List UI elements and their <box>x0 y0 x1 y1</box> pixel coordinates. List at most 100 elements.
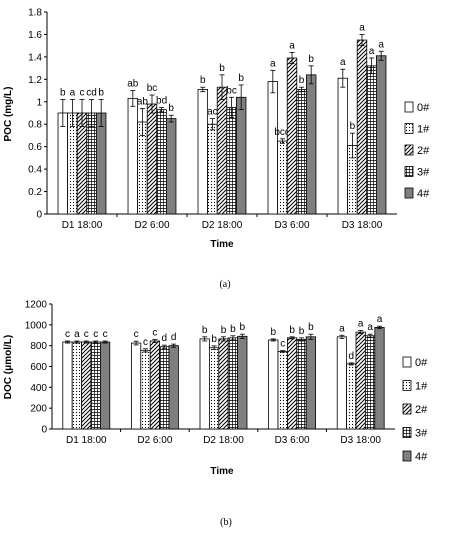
poc-legend-label: 4# <box>417 188 430 200</box>
doc-bar-2 <box>287 337 298 430</box>
doc-significance-label: b <box>308 322 314 333</box>
doc-bar-3 <box>227 337 238 430</box>
poc-legend-swatch <box>404 166 414 177</box>
poc-bar-0 <box>267 81 279 215</box>
doc-legend-label: 1# <box>415 381 428 393</box>
doc-error-bar <box>348 362 354 366</box>
doc-bar-2 <box>149 340 160 430</box>
poc-y-tick-label: 0.4 <box>28 165 42 176</box>
poc-error-bar <box>89 99 95 127</box>
poc-x-axis-label: Time <box>210 239 234 250</box>
doc-error-bar <box>211 345 217 351</box>
doc-bar-2 <box>81 341 92 430</box>
doc-bar-4 <box>374 327 385 430</box>
doc-legend-label: 0# <box>415 357 428 369</box>
doc-y-tick-label: 0 <box>41 425 47 436</box>
doc-bar-0 <box>268 339 279 430</box>
poc-error-bar <box>279 138 285 144</box>
doc-panel-caption: (b) <box>220 517 232 528</box>
poc-bar-0 <box>337 77 349 215</box>
doc-y-tick-label: 400 <box>30 383 47 394</box>
doc-y-tick-label: 200 <box>30 404 47 415</box>
doc-significance-label: b <box>271 327 277 338</box>
poc-error-bar <box>289 52 295 65</box>
doc-error-bar <box>376 325 382 330</box>
poc-error-bar <box>60 99 66 127</box>
poc-y-tick-label: 1.4 <box>28 52 42 63</box>
poc-legend: 0# 1# 2# 3# 4# <box>404 101 430 200</box>
poc-panel-caption: (a) <box>219 279 230 290</box>
doc-x-tick-label: D3 18:00 <box>340 435 381 446</box>
doc-significance-label: a <box>358 319 364 330</box>
poc-bar-2 <box>286 57 298 215</box>
poc-significance-label: ac <box>207 107 218 118</box>
doc-significance-label: b <box>240 322 246 333</box>
doc-significance-label: a <box>74 329 80 340</box>
poc-bar-3 <box>296 89 307 215</box>
poc-significance-label: ab <box>127 79 139 90</box>
doc-significance-label: c <box>143 337 148 348</box>
poc-legend-label: 2# <box>417 145 430 157</box>
doc-bar-4 <box>237 335 248 430</box>
doc-legend-item: 0# <box>402 356 428 369</box>
doc-significance-label: c <box>103 329 108 340</box>
poc-legend-label: 1# <box>417 124 430 136</box>
doc-significance-label: b <box>230 324 236 335</box>
doc-legend-label: 4# <box>415 451 428 463</box>
doc-error-bar <box>221 336 226 342</box>
doc-significance-label: a <box>377 314 383 325</box>
poc-bar-3 <box>226 106 237 215</box>
poc-legend-item: 2# <box>404 144 430 157</box>
poc-significance-label: a <box>369 46 375 57</box>
doc-error-bar <box>83 340 89 344</box>
doc-bar-0 <box>62 341 73 430</box>
doc-error-bar <box>202 336 208 342</box>
poc-bar-1 <box>207 123 218 215</box>
doc-significance-label: a <box>339 323 345 334</box>
poc-x-tick-label: D1 18:00 <box>62 220 103 231</box>
poc-significance-label: ab <box>137 97 149 108</box>
poc-significance-label: b <box>98 88 104 99</box>
doc-error-bar <box>239 333 245 339</box>
doc-y-tick-label: 600 <box>30 362 47 373</box>
poc-bar-4 <box>305 74 317 215</box>
doc-error-bar <box>161 344 167 349</box>
poc-significance-label: a <box>359 22 365 33</box>
poc-significance-label: b <box>350 121 356 132</box>
doc-error-bar <box>230 335 236 341</box>
poc-significance-label: b <box>219 63 225 74</box>
poc-significance-label: a <box>270 58 276 69</box>
doc-bar-1 <box>71 341 83 430</box>
poc-bar-0 <box>57 112 69 215</box>
doc-error-bar <box>102 340 108 344</box>
doc-bar-4 <box>305 336 316 430</box>
poc-significance-label: b <box>238 73 244 84</box>
poc-error-bar <box>168 114 174 123</box>
poc-bar-4 <box>375 55 387 215</box>
poc-error-bar <box>98 99 104 127</box>
doc-significance-label: b <box>289 325 295 336</box>
doc-significance-label: b <box>202 325 208 336</box>
poc-legend-label: 3# <box>417 167 430 179</box>
poc-significance-label: bd <box>156 95 167 106</box>
poc-legend-swatch <box>404 101 414 113</box>
poc-error-bar <box>79 99 85 127</box>
doc-significance-label: c <box>84 329 89 340</box>
doc-bar-3 <box>90 341 101 430</box>
poc-error-bar <box>200 86 206 93</box>
poc-significance-label: a <box>70 88 76 99</box>
poc-bar-1 <box>277 140 288 215</box>
poc-significance-label: a <box>378 39 384 50</box>
doc-significance-label: c <box>280 339 285 350</box>
poc-significance-label: a <box>289 40 295 51</box>
doc-error-bar <box>367 333 373 338</box>
poc-significance-label: b <box>168 103 174 114</box>
poc-error-bar <box>69 99 75 127</box>
poc-error-bar <box>139 108 145 136</box>
doc-bar-1 <box>209 347 220 430</box>
poc-significance-label: a <box>340 57 346 68</box>
poc-error-bar <box>349 132 355 159</box>
poc-bar-0 <box>127 98 139 215</box>
poc-error-bar <box>219 74 225 100</box>
doc-x-tick-label: D2 18:00 <box>203 435 244 446</box>
